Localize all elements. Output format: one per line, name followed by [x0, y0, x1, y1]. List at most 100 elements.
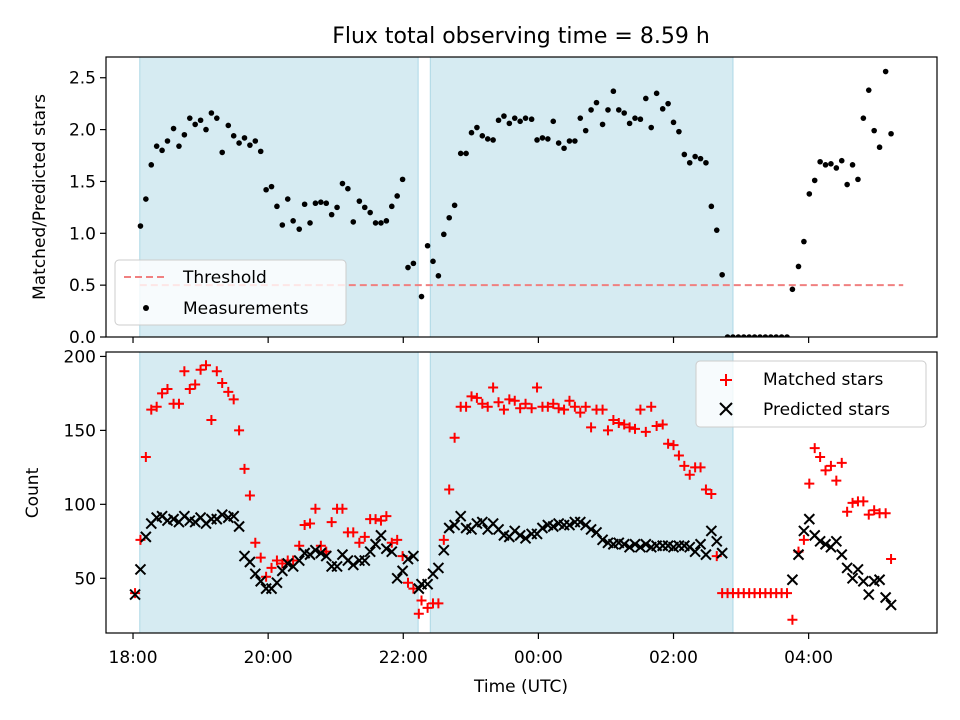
measurement-point: [495, 117, 502, 124]
measurement-point: [241, 135, 248, 141]
matched-stars-point: [619, 419, 630, 430]
legend-measurements-label: Measurements: [183, 299, 309, 319]
top-legend: Threshold Measurements: [114, 259, 347, 326]
matched-stars-point: [842, 506, 853, 517]
matched-stars-point: [858, 496, 869, 507]
measurement-point: [659, 106, 666, 112]
measurement-point: [740, 334, 747, 337]
predicted-stars-point: [798, 525, 810, 537]
measurement-point: [430, 258, 436, 265]
matched-stars-point: [809, 443, 820, 454]
matched-stars-point: [515, 403, 526, 414]
matched-stars-point: [326, 517, 337, 528]
matched-stars-point: [520, 398, 531, 409]
predicted-stars-point: [841, 562, 853, 574]
legend-matched-label: Matched stars: [763, 370, 883, 390]
measurement-point: [170, 125, 177, 132]
predicted-stars-point: [129, 588, 141, 601]
measurement-point: [137, 223, 144, 229]
matched-stars-point: [482, 401, 493, 412]
x-axis-label: Time (UTC): [473, 677, 568, 697]
matched-stars-point: [831, 475, 842, 486]
measurement-point: [219, 149, 226, 156]
matched-stars-point: [277, 558, 288, 569]
measurement-point: [844, 181, 850, 188]
matched-stars-point: [184, 383, 195, 394]
measurement-point: [626, 120, 633, 127]
measurement-point: [328, 211, 335, 218]
measurement-point: [164, 138, 171, 144]
measurement-point: [855, 176, 861, 183]
measurement-point: [490, 137, 496, 143]
measurement-point: [192, 121, 198, 128]
measurement-point: [566, 138, 573, 144]
predicted-stars-point: [391, 572, 403, 584]
predicted-stars-point: [454, 510, 467, 522]
measurement-point: [822, 162, 829, 168]
measurement-point: [865, 87, 872, 93]
measurement-point: [621, 110, 627, 116]
measurement-point: [350, 219, 357, 225]
top-y-tick-label: 0.5: [69, 276, 96, 296]
measurement-point: [517, 118, 523, 125]
predicted-stars-point: [846, 572, 859, 584]
predicted-stars-point: [596, 534, 609, 546]
matched-stars-point: [815, 452, 826, 463]
predicted-stars-point: [244, 556, 256, 568]
predicted-stars-point: [629, 538, 641, 550]
matched-stars-point: [651, 420, 662, 431]
predicted-stars-point: [443, 522, 455, 534]
measurement-point: [399, 176, 406, 183]
matched-stars-point: [787, 614, 798, 625]
measurement-point: [773, 334, 780, 337]
predicted-stars-point: [432, 562, 445, 574]
matched-stars-point: [886, 554, 897, 565]
matched-stars-point: [244, 490, 255, 501]
matched-stars-point: [348, 527, 359, 538]
measurement-point: [378, 220, 384, 226]
measurement-point: [405, 264, 411, 271]
matched-stars-point: [564, 395, 575, 406]
matched-stars-point: [624, 422, 635, 433]
measurement-point: [550, 118, 557, 125]
matched-stars-point: [553, 403, 564, 414]
measurement-point: [186, 115, 193, 121]
predicted-stars-point: [216, 508, 228, 521]
chart-title: Flux total observing time = 8.59 h: [332, 24, 710, 49]
matched-stars-point: [239, 463, 250, 474]
matched-stars-point: [869, 505, 880, 516]
measurement-point: [572, 138, 578, 144]
matched-stars-point: [825, 460, 836, 471]
matched-stars-point: [498, 404, 509, 415]
matched-stars-point: [804, 478, 815, 489]
matched-stars-point: [392, 534, 403, 545]
measurement-point: [225, 122, 232, 129]
measurement-point: [795, 263, 802, 270]
measurement-point: [817, 158, 823, 165]
top-y-tick-label: 0.0: [69, 328, 96, 348]
bottom-y-axis-label: Count: [23, 467, 43, 518]
x-tick-label: 22:00: [379, 648, 428, 668]
matched-stars-point: [173, 398, 184, 409]
matched-stars-point: [228, 394, 239, 405]
bottom-legend-box: [695, 360, 927, 428]
measurement-point: [339, 180, 346, 187]
matched-stars-point: [504, 394, 515, 405]
predicted-stars-point: [819, 538, 832, 550]
measurement-point: [312, 200, 319, 207]
measurement-point: [474, 124, 480, 131]
predicted-stars-point: [396, 565, 409, 577]
matched-stars-point: [140, 452, 151, 463]
top-y-tick-label: 2.5: [69, 69, 96, 89]
measurement-point: [463, 150, 469, 157]
matched-stars-point: [299, 520, 310, 531]
measurement-point: [257, 148, 264, 155]
matched-stars-point: [146, 404, 157, 415]
matched-stars-point: [575, 407, 586, 418]
measurement-point: [746, 334, 752, 337]
matched-stars-point: [359, 531, 370, 542]
matched-stars-point: [488, 382, 499, 393]
matched-stars-point: [438, 534, 449, 545]
matched-stars-point: [668, 440, 679, 451]
measurement-point: [653, 90, 660, 97]
